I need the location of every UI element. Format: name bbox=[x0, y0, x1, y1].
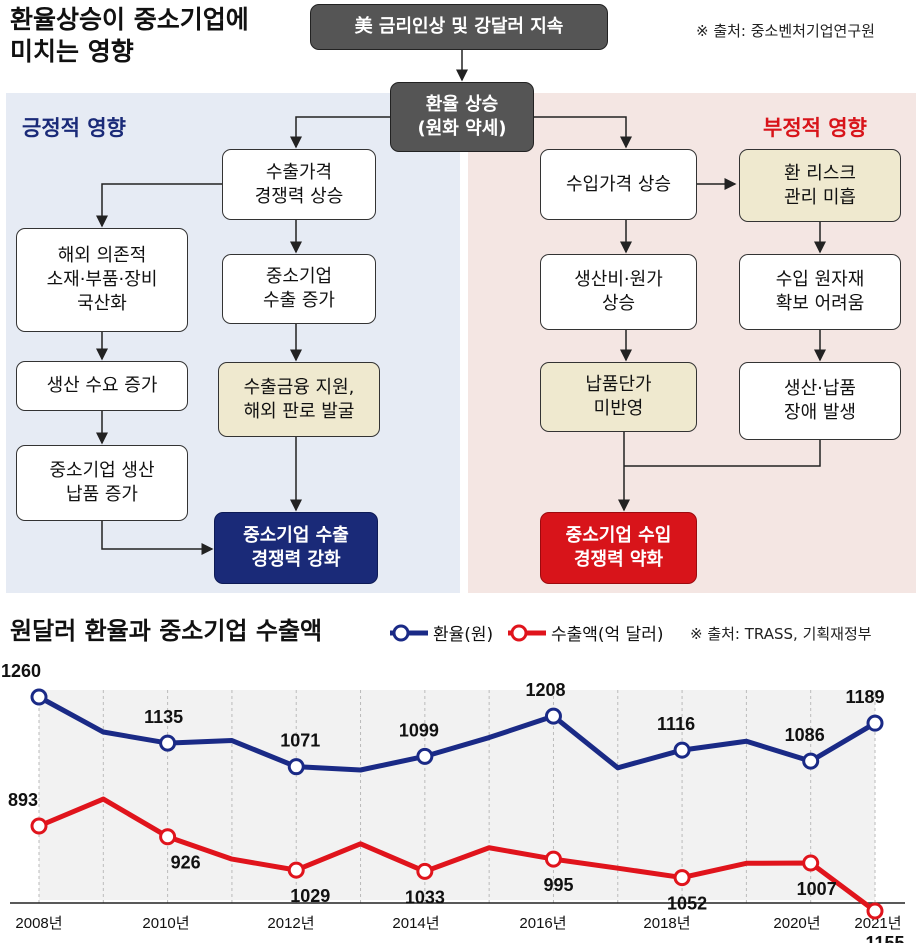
positive-label: 긍정적 영향 bbox=[22, 116, 126, 140]
fx-data-label: 1099 bbox=[399, 720, 439, 740]
fx-data-label: 1260 bbox=[1, 661, 41, 681]
export-data-label: 995 bbox=[543, 875, 573, 895]
fx-data-label: 1189 bbox=[845, 687, 884, 707]
legend-fx: 환율(원) bbox=[388, 620, 493, 645]
export-series-line bbox=[38, 796, 877, 914]
x-tick-label: 2014년 bbox=[392, 915, 439, 932]
x-tick-label: 2010년 bbox=[142, 915, 189, 932]
negative-result-box: 중소기업 수입 경쟁력 약화 bbox=[540, 512, 697, 584]
x-tick-label: 2021년 bbox=[854, 915, 901, 932]
flow-connectors bbox=[96, 50, 826, 555]
fx-risk-box: 환 리스크 관리 미흡 bbox=[739, 149, 901, 222]
production-disruption-box: 생산·납품 장애 발생 bbox=[739, 362, 901, 440]
export-point bbox=[159, 828, 177, 846]
fx-data-label: 1086 bbox=[785, 725, 825, 745]
top-source: ※ 출처: 중소벤처기업연구원 bbox=[696, 22, 875, 40]
production-cost-rise-box: 생산비·원가 상승 bbox=[540, 254, 697, 330]
export-finance-support-box: 수출금융 지원, 해외 판로 발굴 bbox=[218, 362, 380, 437]
export-point bbox=[416, 862, 434, 880]
legend-fx-label: 환율(원) bbox=[433, 625, 494, 645]
negative-label: 부정적 영향 bbox=[763, 116, 867, 140]
fx-point bbox=[673, 741, 691, 759]
export-price-competitiveness-box: 수출가격 경쟁력 상승 bbox=[222, 149, 376, 220]
legend-export: 수출액(억 달러) bbox=[506, 620, 664, 645]
export-point bbox=[287, 861, 305, 879]
unit-price-box: 납품단가 미반영 bbox=[540, 362, 697, 432]
legend-export-label: 수출액(억 달러) bbox=[551, 625, 664, 645]
fx-point bbox=[866, 714, 884, 732]
fx-point bbox=[802, 752, 820, 770]
fx-point bbox=[30, 688, 48, 706]
x-tick-label: 2016년 bbox=[519, 915, 566, 932]
export-point bbox=[30, 817, 48, 835]
export-point bbox=[802, 854, 820, 872]
localization-box: 해외 의존적 소재·부품·장비 국산화 bbox=[16, 228, 188, 332]
bottom-source: ※ 출처: TRASS, 기획재정부 bbox=[690, 625, 872, 643]
raw-material-box: 수입 원자재 확보 어려움 bbox=[739, 254, 901, 330]
x-tick-label: 2020년 bbox=[773, 915, 820, 932]
sme-production-delivery-box: 중소기업 생산 납품 증가 bbox=[16, 445, 188, 521]
sme-export-increase-box: 중소기업 수출 증가 bbox=[222, 254, 376, 324]
x-tick-label: 2018년 bbox=[643, 915, 690, 932]
export-data-label: 1155 bbox=[865, 933, 904, 943]
fx-data-label: 1135 bbox=[144, 707, 183, 727]
x-tick-label: 2012년 bbox=[267, 915, 314, 932]
production-demand-box: 생산 수요 증가 bbox=[16, 361, 188, 411]
import-price-rise-box: 수입가격 상승 bbox=[540, 149, 697, 220]
legend-fx-marker bbox=[390, 624, 428, 641]
export-data-label: 926 bbox=[171, 853, 201, 873]
export-data-label: 1052 bbox=[667, 894, 707, 914]
fx-data-label: 1071 bbox=[280, 731, 320, 751]
fx-point bbox=[544, 707, 562, 725]
legend-export-marker bbox=[508, 624, 546, 641]
export-point bbox=[866, 902, 884, 920]
export-data-label: 1029 bbox=[290, 886, 330, 906]
fx-data-label: 1116 bbox=[657, 714, 695, 734]
fx-series-line bbox=[37, 694, 877, 773]
exchange-rate-rise-box: 환율 상승 (원화 약세) bbox=[390, 82, 534, 152]
fx-point bbox=[159, 734, 177, 752]
fx-point bbox=[416, 747, 434, 765]
positive-result-box: 중소기업 수출 경쟁력 강화 bbox=[214, 512, 378, 584]
fx-point bbox=[287, 758, 305, 776]
export-point bbox=[544, 850, 562, 868]
export-data-label: 893 bbox=[8, 790, 38, 810]
x-tick-label: 2008년 bbox=[15, 915, 62, 932]
main-title: 환율상승이 중소기업에 미치는 영향 bbox=[10, 5, 249, 66]
export-data-label: 1033 bbox=[405, 887, 445, 907]
export-data-label: 1007 bbox=[797, 879, 837, 899]
fx-data-label: 1208 bbox=[525, 680, 565, 700]
top-cause-box: 美 금리인상 및 강달러 지속 bbox=[310, 4, 608, 50]
export-point bbox=[673, 869, 691, 887]
chart-title: 원달러 환율과 중소기업 수출액 bbox=[10, 617, 323, 645]
